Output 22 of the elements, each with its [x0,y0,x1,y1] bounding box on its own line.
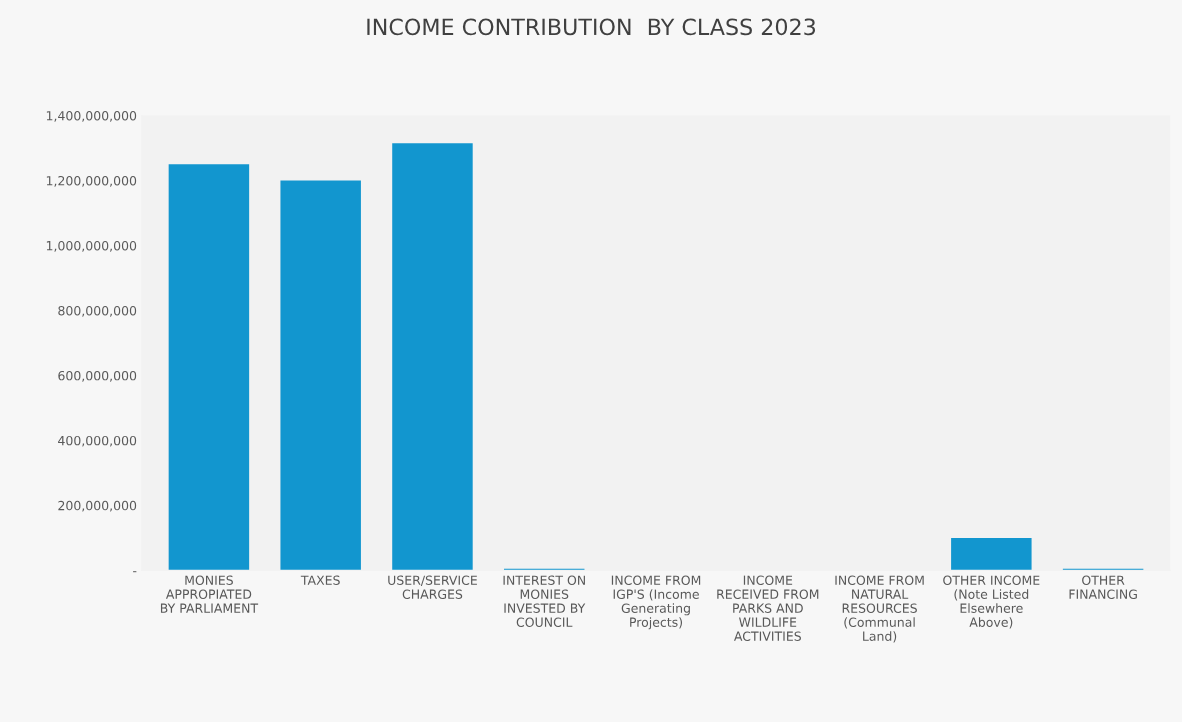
y-tick-label: 800,000,000 [58,305,137,317]
y-tick-label: 1,400,000,000 [46,110,137,122]
y-tick-label: - [133,571,137,573]
x-tick-label: USER/SERVICE CHARGES [388,575,477,599]
bar [951,537,1032,571]
y-tick-label: 1,000,000,000 [46,240,137,252]
x-tick-label: INCOME FROM NATURAL RESOURCES (Communal Land) [835,575,924,643]
y-tick-label: 200,000,000 [58,500,137,512]
x-tick-label: OTHER FINANCING [1069,575,1137,599]
y-tick-label: 1,200,000,000 [46,175,137,187]
y-tick-label: 600,000,000 [58,370,137,382]
bar [168,164,250,571]
x-tick-label: MONIES APPROPIATED BY PARLIAMENT [160,575,259,613]
x-tick-label: INCOME RECEIVED FROM PARKS AND WILDLIFE ACTIVITIES [717,575,819,641]
bar [280,180,361,571]
y-tick-label: 400,000,000 [58,435,137,447]
x-tick-label: INCOME FROM IGP'S (Income Generating Projects) [611,575,701,630]
x-tick-label: INTEREST ON MONIES INVESTED BY COUNCIL [503,575,586,627]
chart-title: INCOME CONTRIBUTION BY CLASS 2023 [367,18,816,36]
bar [392,143,473,571]
x-tick-label: OTHER INCOME (Note Listed Elsewhere Above) [943,575,1040,629]
x-tick-label: TAXES [300,575,340,585]
